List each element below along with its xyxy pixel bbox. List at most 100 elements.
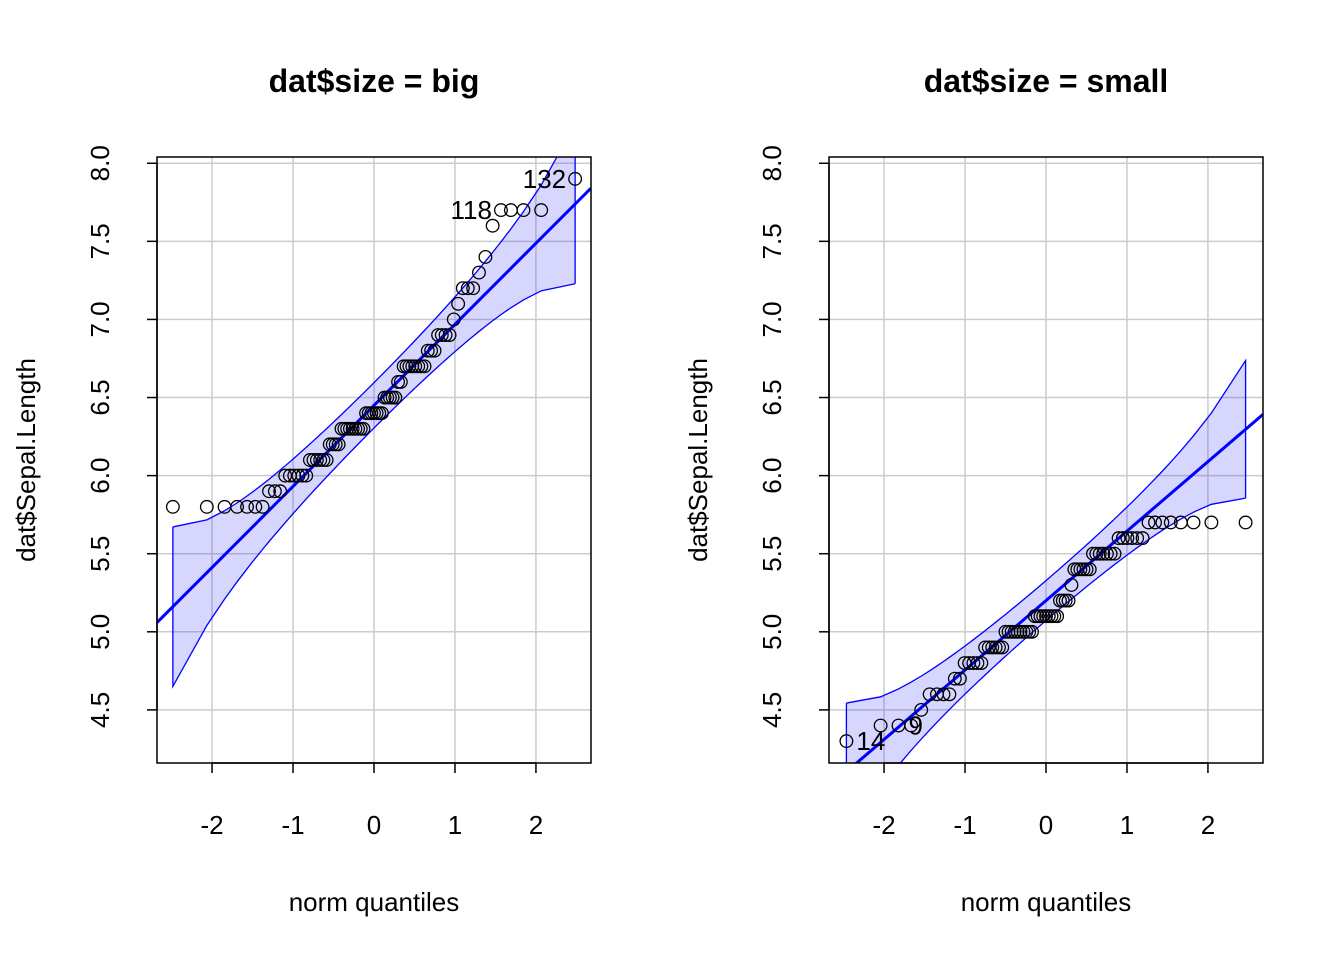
data-point xyxy=(1186,515,1201,530)
y-tick-label: 4.5 xyxy=(757,692,787,728)
x-axis-label: norm quantiles xyxy=(961,887,1132,917)
data-point xyxy=(424,343,439,358)
data-point xyxy=(1107,546,1122,561)
y-tick-label: 5.0 xyxy=(85,614,115,650)
data-point xyxy=(1141,515,1156,530)
y-tick-label: 7.0 xyxy=(85,301,115,337)
data-point xyxy=(267,484,282,499)
data-point xyxy=(466,281,481,296)
data-point xyxy=(1120,531,1135,546)
data-point xyxy=(904,718,919,733)
point-label: 9 xyxy=(908,711,922,741)
data-point xyxy=(992,640,1006,655)
data-point xyxy=(1099,546,1114,561)
data-point xyxy=(503,203,518,218)
data-point xyxy=(873,718,888,733)
x-tick-label: -2 xyxy=(200,810,223,840)
y-tick-label: 6.0 xyxy=(757,458,787,494)
data-point xyxy=(988,640,1003,655)
y-tick-label: 7.5 xyxy=(757,223,787,259)
x-axis-label: norm quantiles xyxy=(289,887,460,917)
data-point xyxy=(568,171,583,186)
data-point xyxy=(393,374,408,389)
data-point xyxy=(966,656,981,670)
data-point xyxy=(316,453,331,467)
data-point xyxy=(974,656,989,670)
data-point xyxy=(995,640,1010,655)
data-point xyxy=(839,734,854,749)
data-point xyxy=(374,406,389,421)
x-tick-label: -1 xyxy=(281,810,304,840)
data-point xyxy=(442,328,457,343)
y-tick-label: 8.0 xyxy=(85,145,115,181)
data-point xyxy=(240,499,254,514)
x-tick-label: -2 xyxy=(872,810,895,840)
point-label: 118 xyxy=(451,195,492,225)
data-point xyxy=(1007,624,1022,639)
data-point xyxy=(1073,562,1088,577)
x-tick-label: -1 xyxy=(953,810,976,840)
data-point xyxy=(1125,531,1140,546)
data-point xyxy=(199,499,214,514)
data-point xyxy=(420,343,435,358)
data-point xyxy=(978,640,993,655)
data-point xyxy=(302,453,317,467)
data-point xyxy=(914,702,929,717)
envelope-lower-line xyxy=(172,283,576,689)
panel-title: dat$size = small xyxy=(924,63,1169,99)
data-point xyxy=(1130,531,1145,546)
y-tick-label: 5.5 xyxy=(757,536,787,572)
data-point xyxy=(1096,546,1111,561)
y-tick-label: 6.5 xyxy=(757,379,787,415)
reference-line xyxy=(854,413,1263,763)
data-point xyxy=(427,343,442,358)
data-point xyxy=(248,499,263,514)
data-point xyxy=(922,687,937,702)
data-point xyxy=(1163,515,1178,530)
data-point xyxy=(970,656,985,670)
data-point xyxy=(1010,624,1025,639)
data-point xyxy=(1086,546,1100,561)
data-point xyxy=(494,203,508,218)
confidence-envelope xyxy=(846,360,1246,763)
data-point xyxy=(936,687,951,702)
data-point xyxy=(1025,624,1039,639)
envelope-upper-line xyxy=(846,358,1247,704)
qq-panel-small: 14 9 -2 -1 0 1 2 4.5 5.0 5.5 6.0 6.5 7.0 7.5 8.0 dat$si… xyxy=(683,63,1264,917)
data-point xyxy=(985,640,1000,655)
panel-title: dat$size = big xyxy=(269,63,480,99)
data-point xyxy=(414,359,429,374)
data-point xyxy=(1061,593,1076,608)
data-point xyxy=(299,468,314,483)
data-point xyxy=(438,328,453,343)
data-point xyxy=(322,437,337,452)
data-point xyxy=(295,468,310,483)
y-tick-label: 4.5 xyxy=(85,692,115,728)
x-tick-label: 1 xyxy=(448,810,462,840)
data-point xyxy=(942,687,957,702)
data-point xyxy=(534,203,549,218)
data-point xyxy=(230,499,245,514)
data-point xyxy=(291,468,306,483)
data-point xyxy=(319,453,334,467)
y-axis-label: dat$Sepal.Length xyxy=(683,358,713,562)
data-point xyxy=(1238,515,1253,530)
data-point xyxy=(356,421,371,436)
data-point xyxy=(981,640,996,655)
data-point xyxy=(1115,531,1130,546)
data-point xyxy=(478,250,493,264)
data-point xyxy=(388,390,403,405)
data-point xyxy=(472,265,486,280)
data-point xyxy=(446,312,461,327)
data-point xyxy=(408,359,423,374)
data-point xyxy=(1064,577,1079,592)
point-label: 132 xyxy=(523,164,566,194)
x-tick-label: 0 xyxy=(367,810,381,840)
reference-line xyxy=(157,187,591,624)
envelope-upper-line xyxy=(172,157,576,528)
data-point xyxy=(1111,531,1126,546)
data-point xyxy=(434,328,449,343)
data-point xyxy=(1076,562,1091,577)
y-tick-label: 7.5 xyxy=(85,223,115,259)
